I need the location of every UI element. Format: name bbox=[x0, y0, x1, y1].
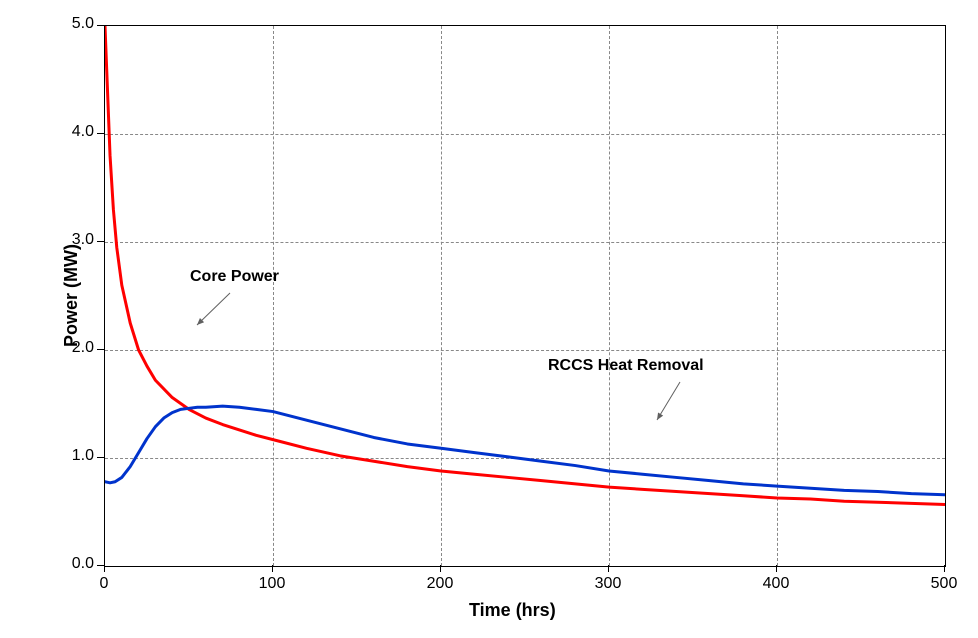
gridline-horizontal bbox=[105, 242, 945, 243]
x-tick-label: 0 bbox=[84, 575, 124, 593]
annotation-rccs-heat-removal: RCCS Heat Removal bbox=[548, 357, 704, 375]
series-rccs-heat-removal bbox=[105, 406, 945, 495]
plot-area bbox=[104, 25, 946, 567]
y-tick-mark bbox=[97, 25, 104, 26]
series-core-power bbox=[105, 26, 945, 504]
x-tick-mark bbox=[608, 565, 609, 572]
annotation-core-power: Core Power bbox=[190, 268, 279, 286]
x-tick-label: 400 bbox=[756, 575, 796, 593]
gridline-horizontal bbox=[105, 134, 945, 135]
x-tick-label: 100 bbox=[252, 575, 292, 593]
series-svg bbox=[105, 26, 945, 566]
x-tick-mark bbox=[944, 565, 945, 572]
y-tick-label: 1.0 bbox=[54, 447, 94, 465]
y-tick-label: 3.0 bbox=[54, 231, 94, 249]
y-tick-mark bbox=[97, 349, 104, 350]
power-time-chart: Power (MW) Time (hrs) 0 100 200 300 400 500 0.… bbox=[0, 0, 978, 638]
x-tick-mark bbox=[776, 565, 777, 572]
gridline-horizontal bbox=[105, 350, 945, 351]
y-tick-label: 0.0 bbox=[54, 555, 94, 573]
x-tick-label: 500 bbox=[924, 575, 964, 593]
x-tick-mark bbox=[272, 565, 273, 572]
y-tick-mark bbox=[97, 133, 104, 134]
x-tick-label: 300 bbox=[588, 575, 628, 593]
y-tick-label: 2.0 bbox=[54, 339, 94, 357]
x-tick-mark bbox=[440, 565, 441, 572]
x-tick-label: 200 bbox=[420, 575, 460, 593]
y-tick-label: 4.0 bbox=[54, 123, 94, 141]
y-axis-label: Power (MW) bbox=[61, 244, 82, 347]
y-tick-mark bbox=[97, 241, 104, 242]
x-axis-label: Time (hrs) bbox=[469, 600, 556, 621]
gridline-horizontal bbox=[105, 458, 945, 459]
y-tick-mark bbox=[97, 565, 104, 566]
gridline-vertical bbox=[273, 26, 274, 566]
gridline-vertical bbox=[441, 26, 442, 566]
y-tick-label: 5.0 bbox=[54, 15, 94, 33]
x-tick-mark bbox=[104, 565, 105, 572]
gridline-vertical bbox=[609, 26, 610, 566]
y-tick-mark bbox=[97, 457, 104, 458]
gridline-vertical bbox=[777, 26, 778, 566]
